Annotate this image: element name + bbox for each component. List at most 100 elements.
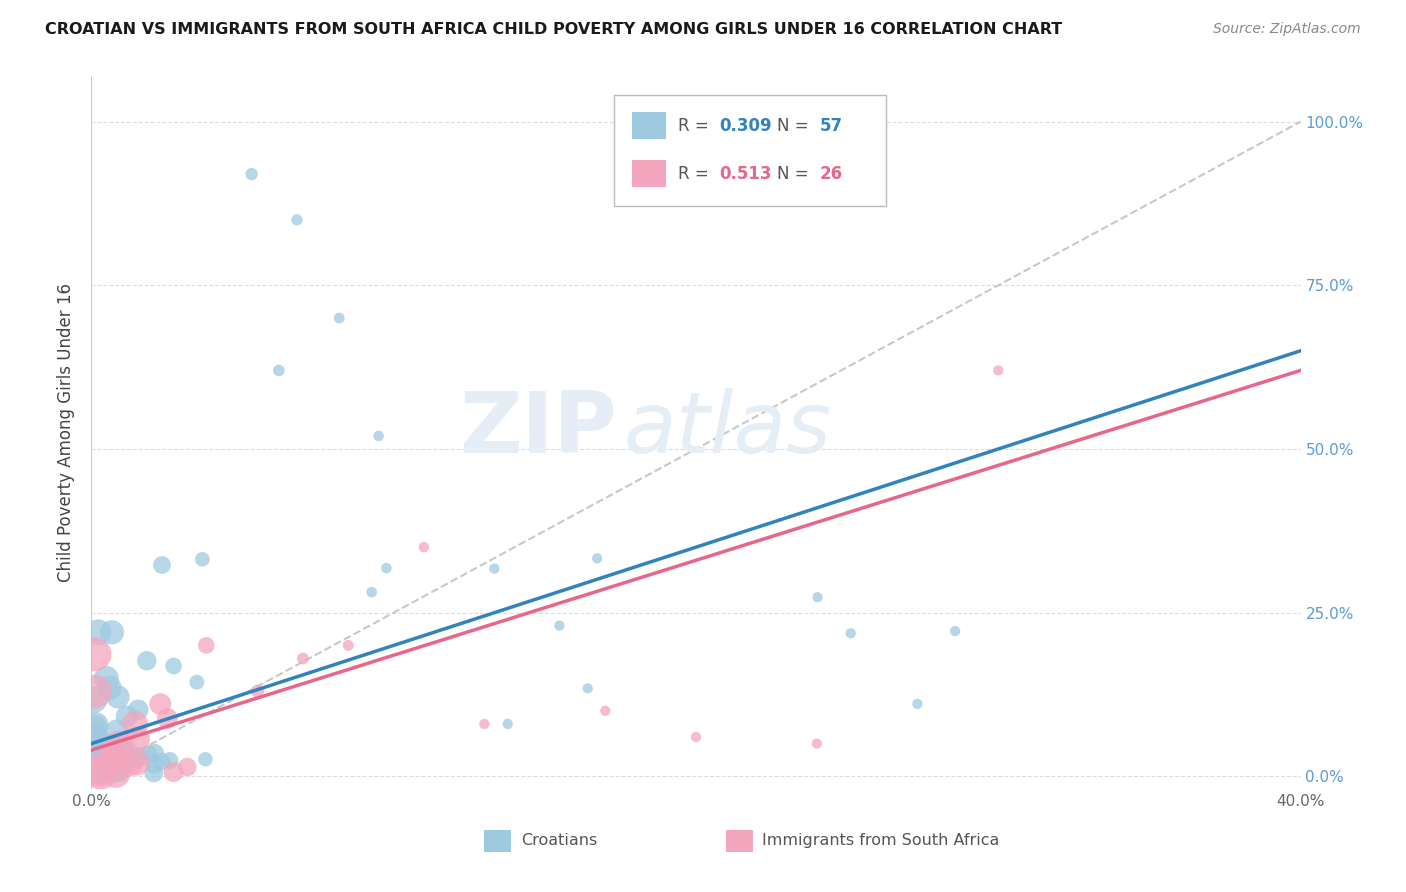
- Point: [162, 764, 184, 779]
- Point: [127, 731, 149, 746]
- Point: [104, 764, 127, 778]
- Point: [138, 747, 160, 762]
- Point: [576, 681, 599, 696]
- Point: [240, 167, 263, 181]
- Point: [375, 561, 398, 575]
- Text: 0.309: 0.309: [718, 117, 772, 135]
- Point: [472, 717, 495, 731]
- Point: [89, 741, 111, 756]
- Point: [156, 711, 179, 725]
- Point: [150, 755, 173, 769]
- Point: [124, 716, 146, 731]
- Point: [195, 639, 218, 653]
- Point: [96, 672, 118, 686]
- Point: [337, 639, 360, 653]
- Point: [159, 754, 181, 768]
- Point: [142, 766, 165, 780]
- Point: [83, 684, 105, 698]
- Point: [84, 718, 107, 732]
- Point: [162, 659, 184, 673]
- Point: [94, 739, 117, 753]
- Bar: [725, 830, 752, 852]
- Point: [135, 654, 157, 668]
- Text: Immigrants from South Africa: Immigrants from South Africa: [762, 833, 1000, 848]
- Point: [115, 755, 138, 769]
- Point: [806, 591, 828, 605]
- Point: [125, 756, 148, 770]
- Point: [839, 626, 862, 640]
- Point: [87, 625, 110, 640]
- Text: CROATIAN VS IMMIGRANTS FROM SOUTH AFRICA CHILD POVERTY AMONG GIRLS UNDER 16 CORR: CROATIAN VS IMMIGRANTS FROM SOUTH AFRICA…: [45, 22, 1063, 37]
- Y-axis label: Child Poverty Among Girls Under 16: Child Poverty Among Girls Under 16: [58, 283, 76, 582]
- Text: N =: N =: [778, 117, 814, 135]
- Point: [93, 757, 115, 772]
- Point: [548, 618, 571, 632]
- Point: [285, 212, 308, 227]
- Point: [105, 757, 128, 772]
- Point: [292, 651, 315, 665]
- Point: [413, 540, 436, 554]
- Point: [143, 746, 166, 760]
- Text: N =: N =: [778, 165, 814, 183]
- Text: 0.513: 0.513: [718, 165, 772, 183]
- Point: [905, 697, 928, 711]
- Text: 26: 26: [820, 165, 842, 183]
- Point: [83, 730, 105, 744]
- Point: [360, 585, 382, 599]
- Point: [328, 311, 350, 326]
- Point: [105, 752, 128, 766]
- Bar: [631, 160, 666, 187]
- Text: R =: R =: [678, 117, 714, 135]
- Point: [87, 763, 110, 777]
- Point: [98, 681, 121, 695]
- Point: [246, 684, 269, 698]
- Point: [118, 756, 141, 770]
- Point: [143, 757, 166, 772]
- FancyBboxPatch shape: [614, 95, 886, 206]
- Point: [595, 704, 617, 718]
- Text: Source: ZipAtlas.com: Source: ZipAtlas.com: [1213, 22, 1361, 37]
- Point: [83, 693, 105, 707]
- Point: [194, 752, 217, 766]
- Text: Croatians: Croatians: [520, 833, 598, 848]
- Point: [150, 558, 173, 572]
- Point: [149, 697, 172, 711]
- Point: [115, 709, 138, 723]
- Point: [107, 738, 129, 752]
- Text: R =: R =: [678, 165, 714, 183]
- Point: [83, 721, 105, 735]
- Bar: [484, 830, 510, 852]
- Text: ZIP: ZIP: [460, 387, 617, 471]
- Point: [176, 760, 198, 774]
- Point: [87, 754, 110, 768]
- Point: [586, 551, 609, 566]
- Point: [89, 764, 111, 779]
- Point: [105, 724, 128, 739]
- Point: [685, 730, 707, 744]
- Text: 57: 57: [820, 117, 842, 135]
- Point: [107, 764, 129, 778]
- Point: [86, 759, 108, 773]
- Point: [267, 363, 290, 377]
- Point: [943, 624, 966, 638]
- Point: [101, 625, 124, 640]
- Point: [186, 675, 208, 690]
- Point: [496, 717, 519, 731]
- Point: [90, 766, 112, 780]
- Point: [127, 703, 149, 717]
- Point: [117, 746, 139, 760]
- Point: [484, 561, 506, 575]
- Point: [83, 763, 105, 777]
- Point: [96, 754, 118, 768]
- Point: [107, 690, 129, 704]
- Point: [367, 429, 389, 443]
- Point: [83, 647, 105, 661]
- Point: [121, 751, 143, 765]
- Point: [806, 737, 828, 751]
- Point: [96, 747, 118, 761]
- Point: [104, 766, 127, 780]
- Point: [83, 734, 105, 748]
- Point: [127, 750, 149, 764]
- Point: [103, 749, 125, 764]
- Text: atlas: atlas: [623, 387, 831, 471]
